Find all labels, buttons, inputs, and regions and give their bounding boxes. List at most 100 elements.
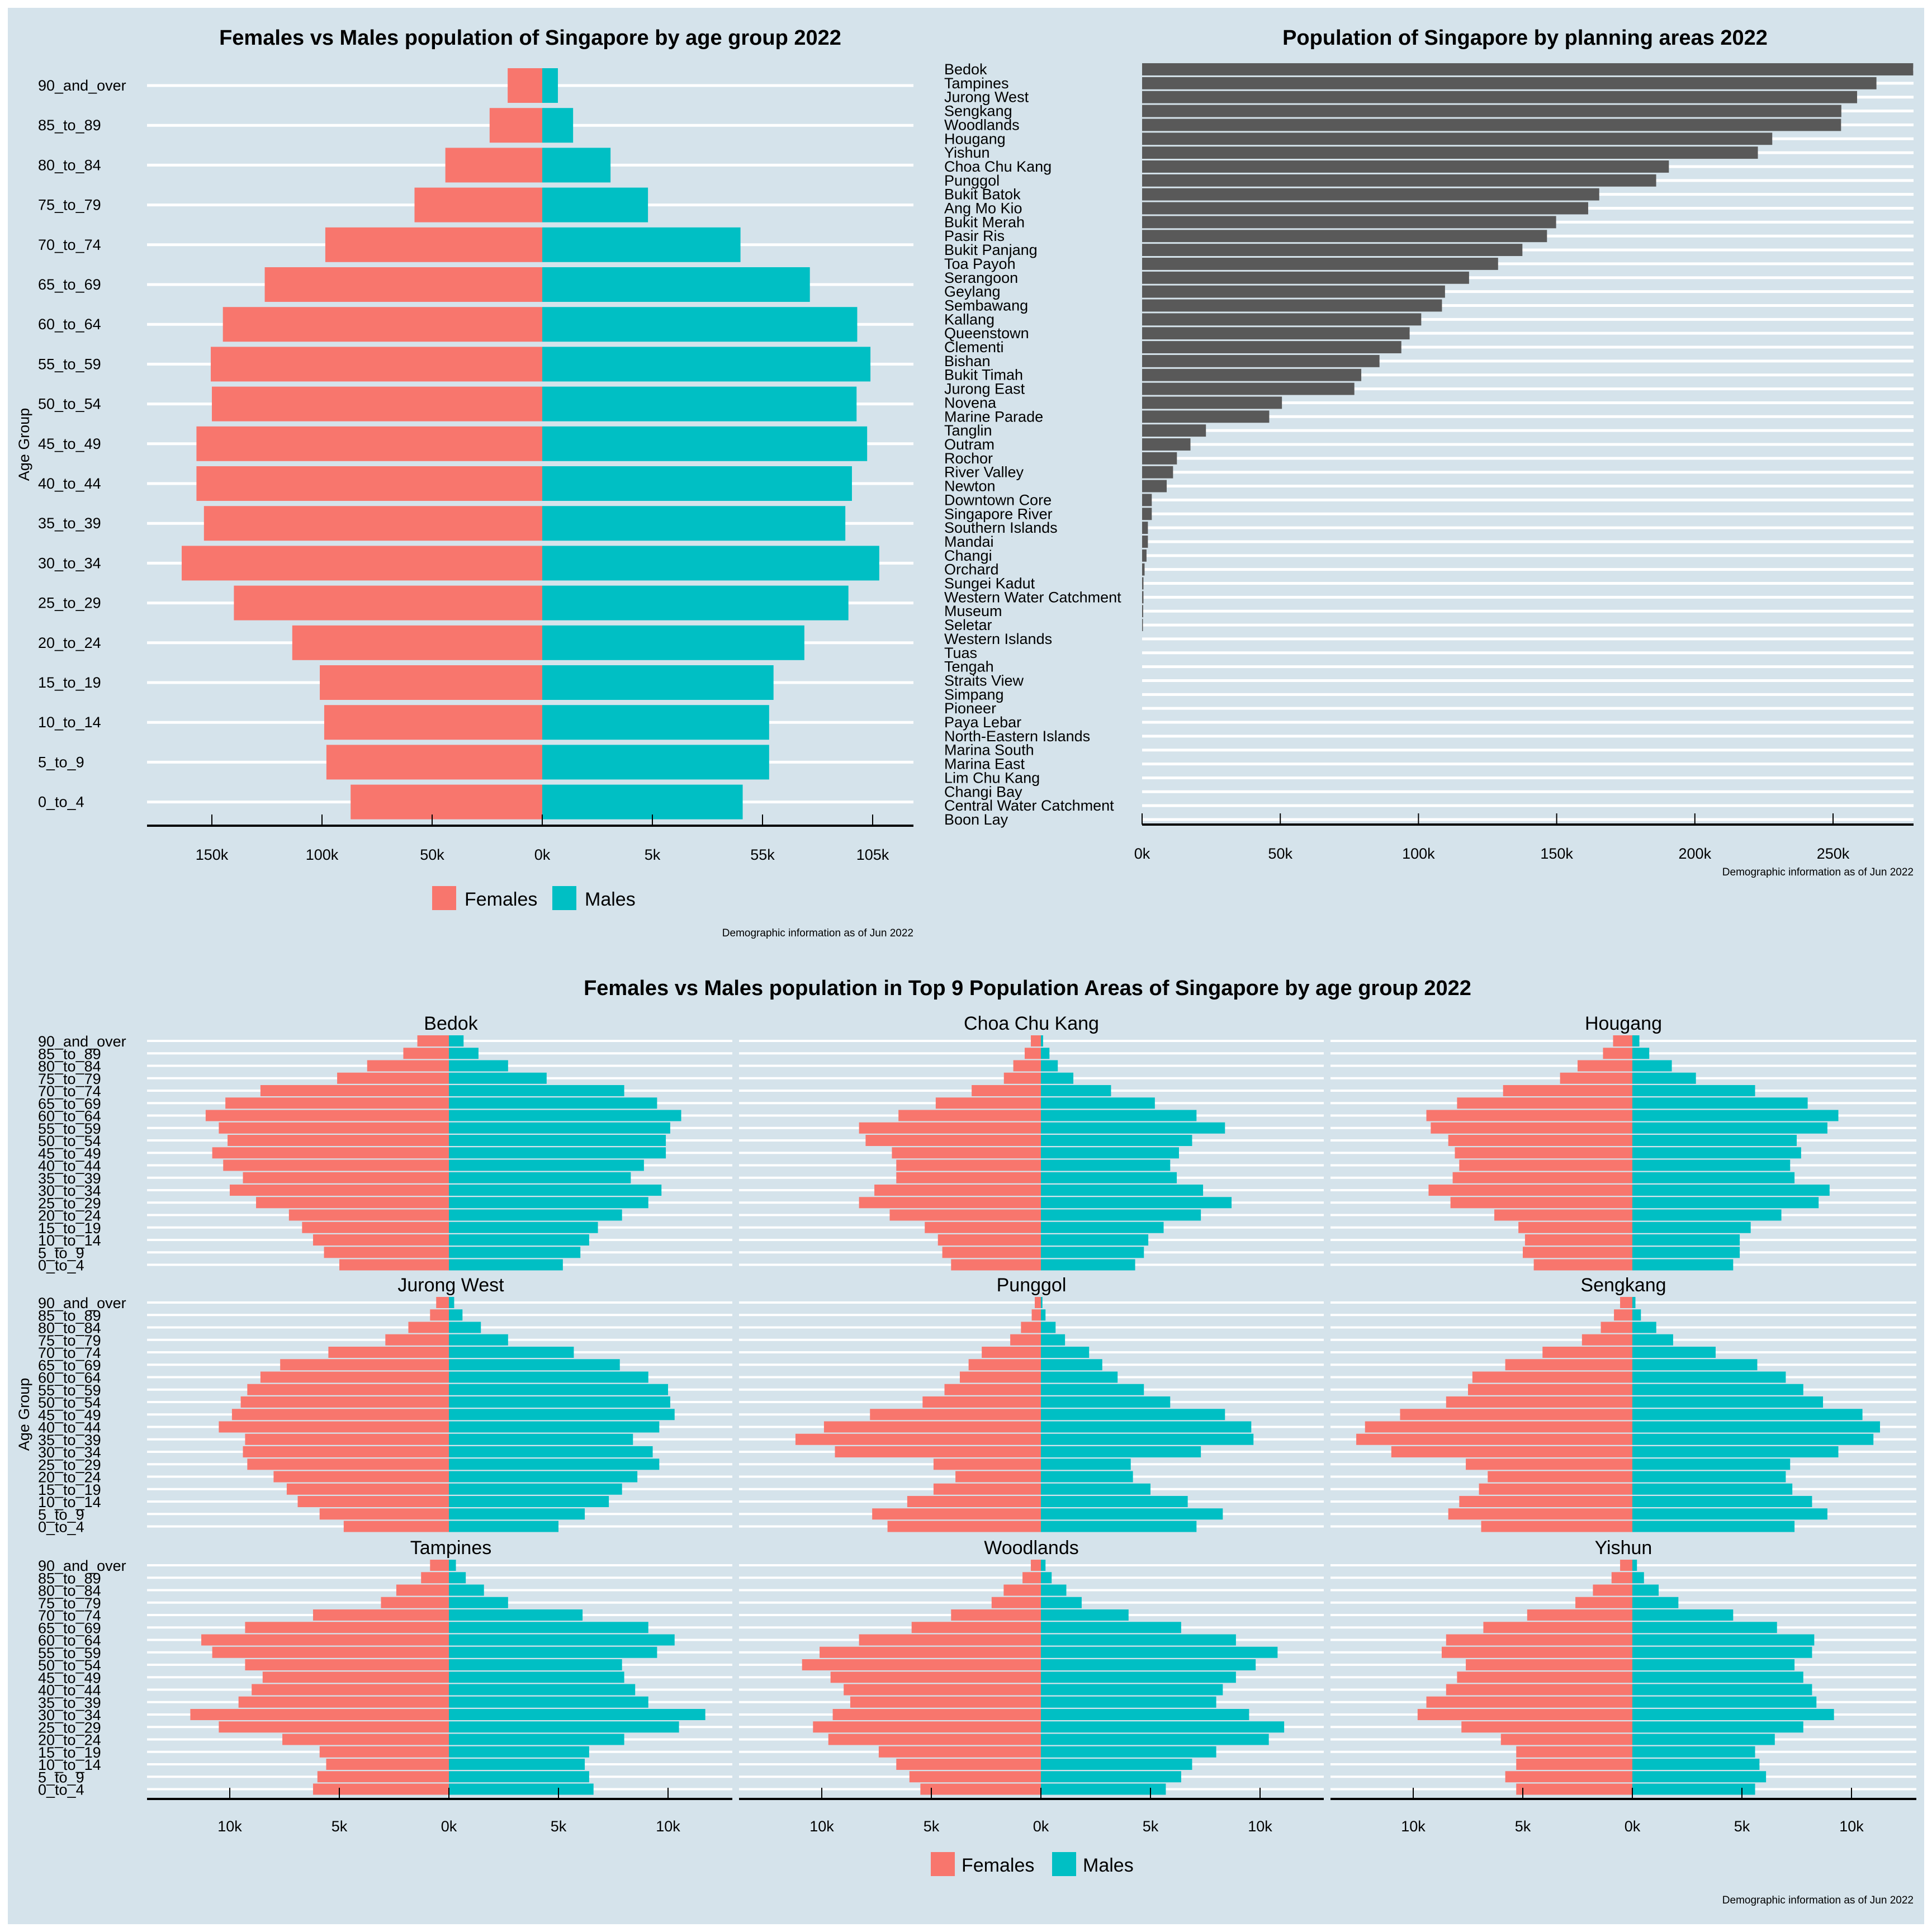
y-tick-label: River Valley (944, 464, 1024, 481)
y-tick-label: 0_to_4 (38, 794, 84, 811)
x-tick-label: 105k (856, 846, 889, 863)
bar-female-80_to_84 (1013, 1060, 1041, 1072)
y-tick-label: 5_to_9 (38, 754, 84, 770)
y-tick-label: Lim Chu Kang (944, 769, 1040, 786)
legend-swatch-males (1052, 1852, 1076, 1876)
bar-female-35_to_39 (1426, 1696, 1632, 1708)
bar-female-30_to_34 (835, 1446, 1041, 1457)
bar-male-55_to_59 (1632, 1384, 1803, 1395)
bar-bishan (1142, 354, 1380, 367)
y-tick-label: Marina East (944, 756, 1025, 773)
bar-male-85_to_89 (449, 1309, 463, 1321)
y-tick-label: 65_to_69 (38, 1095, 101, 1112)
bar-female-80_to_84 (1593, 1584, 1632, 1596)
y-tick-label: 45_to_49 (38, 435, 101, 452)
y-tick-label: Boon Lay (944, 811, 1008, 828)
bar-female-90_and_over (1620, 1297, 1632, 1308)
bar-female-25_to_29 (234, 585, 542, 621)
bar-female-10_to_14 (324, 705, 542, 740)
bar-male-45_to_49 (1632, 1147, 1801, 1159)
bar-novena (1142, 396, 1282, 409)
bar-male-20_to_24 (1041, 1209, 1201, 1221)
chart-title: Females vs Males population in Top 9 Pop… (584, 977, 1471, 1000)
bar-male-30_to_34 (1041, 1709, 1249, 1720)
bar-marine-parade (1142, 410, 1270, 423)
bar-male-60_to_64 (1632, 1371, 1786, 1383)
y-tick-label: 10_to_14 (38, 714, 101, 731)
y-tick-label: 90_and_over (38, 1033, 126, 1050)
bar-female-20_to_24 (1494, 1209, 1632, 1221)
bar-male-10_to_14 (1632, 1496, 1812, 1507)
bar-female-25_to_29 (1461, 1721, 1632, 1733)
y-tick-label: Sembawang (944, 297, 1028, 314)
bar-female-80_to_84 (1578, 1060, 1632, 1072)
bar-male-10_to_14 (1041, 1234, 1149, 1246)
bar-female-20_to_24 (288, 1209, 449, 1221)
legend-label-males: Males (1083, 1855, 1134, 1876)
bar-male-70_to_74 (1632, 1085, 1755, 1096)
bar-male-80_to_84 (542, 148, 611, 183)
bar-male-85_to_89 (1632, 1309, 1641, 1321)
bar-male-45_to_49 (542, 426, 868, 461)
bar-male-65_to_69 (1041, 1622, 1181, 1633)
bar-male-65_to_69 (449, 1359, 620, 1371)
bar-hougang (1142, 132, 1773, 145)
bar-female-10_to_14 (1516, 1759, 1632, 1770)
x-tick-label: 5k (645, 846, 661, 863)
y-tick-label: 65_to_69 (38, 1620, 101, 1636)
bar-male-35_to_39 (1632, 1172, 1795, 1183)
y-tick-label: 5_to_9 (38, 1244, 84, 1261)
bar-male-25_to_29 (542, 585, 849, 621)
bar-female-15_to_19 (1479, 1483, 1632, 1495)
bar-male-10_to_14 (1632, 1234, 1740, 1246)
bar-male-60_to_64 (1041, 1634, 1236, 1646)
bar-male-15_to_19 (449, 1221, 598, 1233)
bar-male-55_to_59 (542, 347, 871, 382)
bar-singapore-river (1142, 508, 1152, 520)
bar-male-5_to_9 (449, 1247, 581, 1258)
x-tick-label: 5k (1143, 1818, 1159, 1835)
chart-canvas: Females vs Males population of Singapore… (8, 8, 1924, 1924)
bar-female-5_to_9 (942, 1247, 1041, 1258)
bar-female-55_to_59 (212, 1646, 449, 1658)
bar-male-90_and_over (1041, 1035, 1043, 1046)
legend-label-females: Females (962, 1855, 1034, 1876)
bar-male-65_to_69 (449, 1097, 657, 1109)
bar-male-75_to_79 (1041, 1072, 1074, 1084)
bar-female-85_to_89 (1611, 1572, 1632, 1584)
bar-ang-mo-kio (1142, 202, 1588, 215)
bar-female-85_to_89 (1603, 1048, 1632, 1059)
bar-bukit-merah (1142, 216, 1556, 229)
bar-female-60_to_64 (1446, 1634, 1632, 1646)
y-tick-label: Central Water Catchment (944, 797, 1114, 814)
bar-seletar (1142, 619, 1143, 632)
bar-male-5_to_9 (1041, 1771, 1181, 1783)
y-tick-label: 45_to_49 (38, 1669, 101, 1686)
bar-female-90_and_over (1030, 1035, 1041, 1046)
bar-male-85_to_89 (542, 108, 574, 143)
bar-male-50_to_54 (1632, 1396, 1824, 1408)
bar-female-80_to_84 (1600, 1322, 1632, 1333)
bar-male-15_to_19 (542, 665, 774, 700)
bar-male-20_to_24 (1632, 1734, 1775, 1745)
bar-female-75_to_79 (1010, 1334, 1041, 1346)
y-tick-label: Seletar (944, 617, 992, 633)
y-tick-label: 5_to_9 (38, 1769, 84, 1786)
bar-male-25_to_29 (1632, 1721, 1803, 1733)
y-tick-label: Singapore River (944, 505, 1053, 522)
bar-female-65_to_69 (245, 1622, 449, 1633)
x-tick-label: 10k (809, 1818, 834, 1835)
bar-female-0_to_4 (1533, 1259, 1632, 1271)
bar-female-50_to_54 (1466, 1659, 1632, 1670)
y-tick-label: 15_to_19 (38, 1744, 101, 1761)
bar-female-55_to_59 (1431, 1122, 1632, 1134)
y-tick-label: Jurong West (944, 89, 1029, 106)
bar-male-90_and_over (1041, 1297, 1043, 1308)
bar-male-35_to_39 (449, 1172, 631, 1183)
bar-female-85_to_89 (430, 1309, 449, 1321)
bar-male-0_to_4 (1632, 1783, 1755, 1795)
bar-male-80_to_84 (1041, 1322, 1056, 1333)
bar-male-40_to_44 (449, 1159, 644, 1171)
bar-female-55_to_59 (1441, 1646, 1632, 1658)
bar-female-45_to_49 (196, 426, 542, 461)
